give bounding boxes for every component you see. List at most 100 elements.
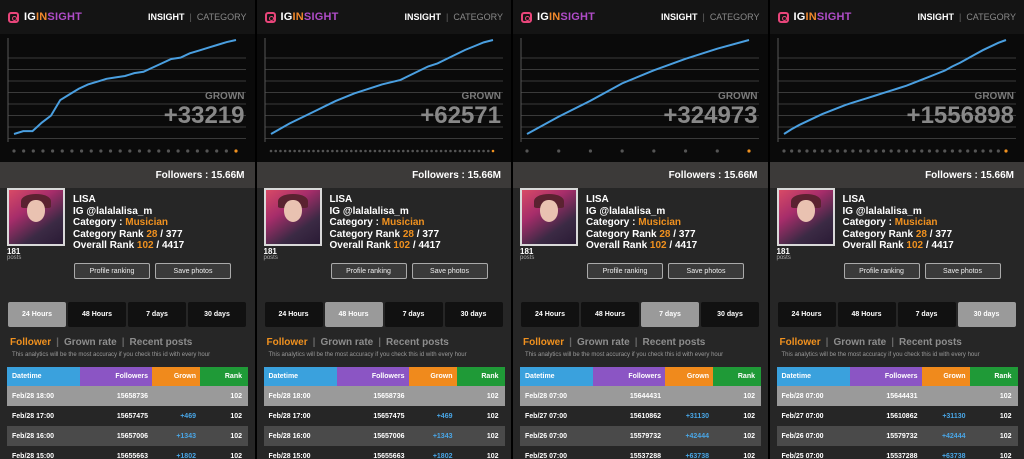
chart-page-dot[interactable] xyxy=(889,149,893,153)
chart-page-dot[interactable] xyxy=(812,149,816,153)
chart-page-dot[interactable] xyxy=(425,149,428,153)
tab-recent-posts[interactable]: Recent posts xyxy=(899,337,962,348)
avatar[interactable] xyxy=(7,188,65,246)
nav-insight-link[interactable]: INSIGHT xyxy=(917,12,954,22)
tab-recent-posts[interactable]: Recent posts xyxy=(642,337,706,348)
chart-page-dot[interactable] xyxy=(195,149,199,153)
chart-page-dot[interactable] xyxy=(12,149,16,153)
period-30-days-button[interactable]: 30 days xyxy=(701,302,759,327)
chart-page-dot[interactable] xyxy=(935,149,939,153)
chart-page-dot[interactable] xyxy=(439,149,442,153)
period-24-hours-button[interactable]: 24 Hours xyxy=(777,302,836,327)
app-logo[interactable]: IGINSIGHT xyxy=(280,11,339,23)
chart-page-dot[interactable] xyxy=(443,149,447,153)
chart-page-dot[interactable] xyxy=(292,149,296,153)
chart-page-dot[interactable] xyxy=(881,149,885,153)
chart-page-dot[interactable] xyxy=(988,149,992,153)
chart-page-dot[interactable] xyxy=(297,149,301,153)
chart-page-dot[interactable] xyxy=(176,149,180,153)
chart-page-dot[interactable] xyxy=(797,149,801,153)
chart-page-dot[interactable] xyxy=(866,149,870,153)
tab-follower[interactable]: Follower xyxy=(266,337,308,348)
chart-page-dot[interactable] xyxy=(205,149,209,153)
chart-page-dot[interactable] xyxy=(358,149,362,153)
chart-page-dot[interactable] xyxy=(980,149,985,153)
chart-page-dot[interactable] xyxy=(340,149,343,153)
chart-page-dot[interactable] xyxy=(873,149,877,153)
nav-insight-link[interactable]: INSIGHT xyxy=(404,12,441,22)
avatar[interactable] xyxy=(263,188,322,246)
tab-grown-rate[interactable]: Grown rate xyxy=(833,337,887,348)
chart-page-dot[interactable] xyxy=(89,149,93,153)
period-7-days-button[interactable]: 7 days xyxy=(641,302,699,327)
chart-page-dot[interactable] xyxy=(781,149,786,153)
chart-page-dot[interactable] xyxy=(850,149,854,153)
chart-page-dot[interactable] xyxy=(302,149,305,153)
chart-page-dot[interactable] xyxy=(835,149,839,153)
chart-page-dot-active[interactable] xyxy=(234,149,238,153)
chart-page-dot[interactable] xyxy=(60,149,64,153)
chart-page-dot[interactable] xyxy=(912,149,916,153)
period-48-hours-button[interactable]: 48 Hours xyxy=(837,302,896,327)
chart-page-dot[interactable] xyxy=(683,149,688,153)
chart-page-dot[interactable] xyxy=(387,149,390,153)
chart-page-dot[interactable] xyxy=(349,149,353,153)
chart-page-dot[interactable] xyxy=(481,149,485,153)
chart-page-dot[interactable] xyxy=(166,149,171,153)
chart-page-dot[interactable] xyxy=(525,149,529,153)
app-logo[interactable]: IGINSIGHT xyxy=(537,11,596,23)
chart-page-dot[interactable] xyxy=(715,149,719,153)
profile-ranking-button[interactable]: Profile ranking xyxy=(587,263,663,279)
chart-page-dot[interactable] xyxy=(420,149,423,153)
period-24-hours-button[interactable]: 24 Hours xyxy=(8,302,66,327)
chart-page-dot[interactable] xyxy=(942,149,946,153)
chart-page-dot[interactable] xyxy=(950,149,954,153)
nav-category-link[interactable]: CATEGORY xyxy=(196,12,247,22)
chart-page-dot[interactable] xyxy=(396,149,400,153)
chart-page-dot[interactable] xyxy=(137,149,142,153)
tab-follower[interactable]: Follower xyxy=(523,337,565,348)
profile-ranking-button[interactable]: Profile ranking xyxy=(74,263,150,279)
chart-page-dot[interactable] xyxy=(41,149,45,153)
chart-page-dot[interactable] xyxy=(273,149,277,153)
chart-page-dot[interactable] xyxy=(31,149,35,153)
chart-page-dot[interactable] xyxy=(316,149,320,153)
period-30-days-button[interactable]: 30 days xyxy=(957,302,1016,327)
chart-page-dot-active[interactable] xyxy=(747,149,751,153)
save-photos-button[interactable]: Save photos xyxy=(155,263,231,279)
chart-page-dot[interactable] xyxy=(368,149,371,153)
app-logo[interactable]: IGINSIGHT xyxy=(24,11,83,23)
chart-page-dot[interactable] xyxy=(344,149,348,153)
period-7-days-button[interactable]: 7 days xyxy=(897,302,956,327)
chart-page-dot[interactable] xyxy=(147,149,151,153)
chart-page-dot[interactable] xyxy=(410,149,414,153)
chart-page-dot[interactable] xyxy=(215,149,219,153)
period-48-hours-button[interactable]: 48 Hours xyxy=(581,302,639,327)
nav-insight-link[interactable]: INSIGHT xyxy=(660,12,698,22)
chart-page-dot[interactable] xyxy=(335,149,338,153)
chart-page-dot[interactable] xyxy=(588,149,593,153)
chart-page-dot[interactable] xyxy=(415,149,419,153)
chart-page-dot[interactable] xyxy=(620,149,624,153)
chart-page-dot[interactable] xyxy=(321,149,324,153)
period-7-days-button[interactable]: 7 days xyxy=(128,302,186,327)
chart-page-dot[interactable] xyxy=(843,149,847,153)
chart-page-dot[interactable] xyxy=(904,149,908,153)
chart-page-dot[interactable] xyxy=(477,149,480,153)
chart-page-dot[interactable] xyxy=(804,149,809,153)
chart-page-dot[interactable] xyxy=(306,149,310,153)
profile-ranking-button[interactable]: Profile ranking xyxy=(843,263,920,279)
chart-page-dot[interactable] xyxy=(927,149,931,153)
period-7-days-button[interactable]: 7 days xyxy=(384,302,443,327)
chart-page-dot[interactable] xyxy=(99,149,103,153)
app-logo[interactable]: IGINSIGHT xyxy=(793,11,852,23)
chart-page-dot-active[interactable] xyxy=(1003,149,1008,153)
chart-page-dot[interactable] xyxy=(377,149,381,153)
chart-page-dot[interactable] xyxy=(22,149,26,153)
chart-page-dot[interactable] xyxy=(996,149,1000,153)
chart-page-dot[interactable] xyxy=(283,149,286,153)
chart-page-dot[interactable] xyxy=(325,149,329,153)
chart-page-dot[interactable] xyxy=(108,149,113,153)
nav-category-link[interactable]: CATEGORY xyxy=(709,12,760,22)
chart-page-dot[interactable] xyxy=(51,149,55,153)
